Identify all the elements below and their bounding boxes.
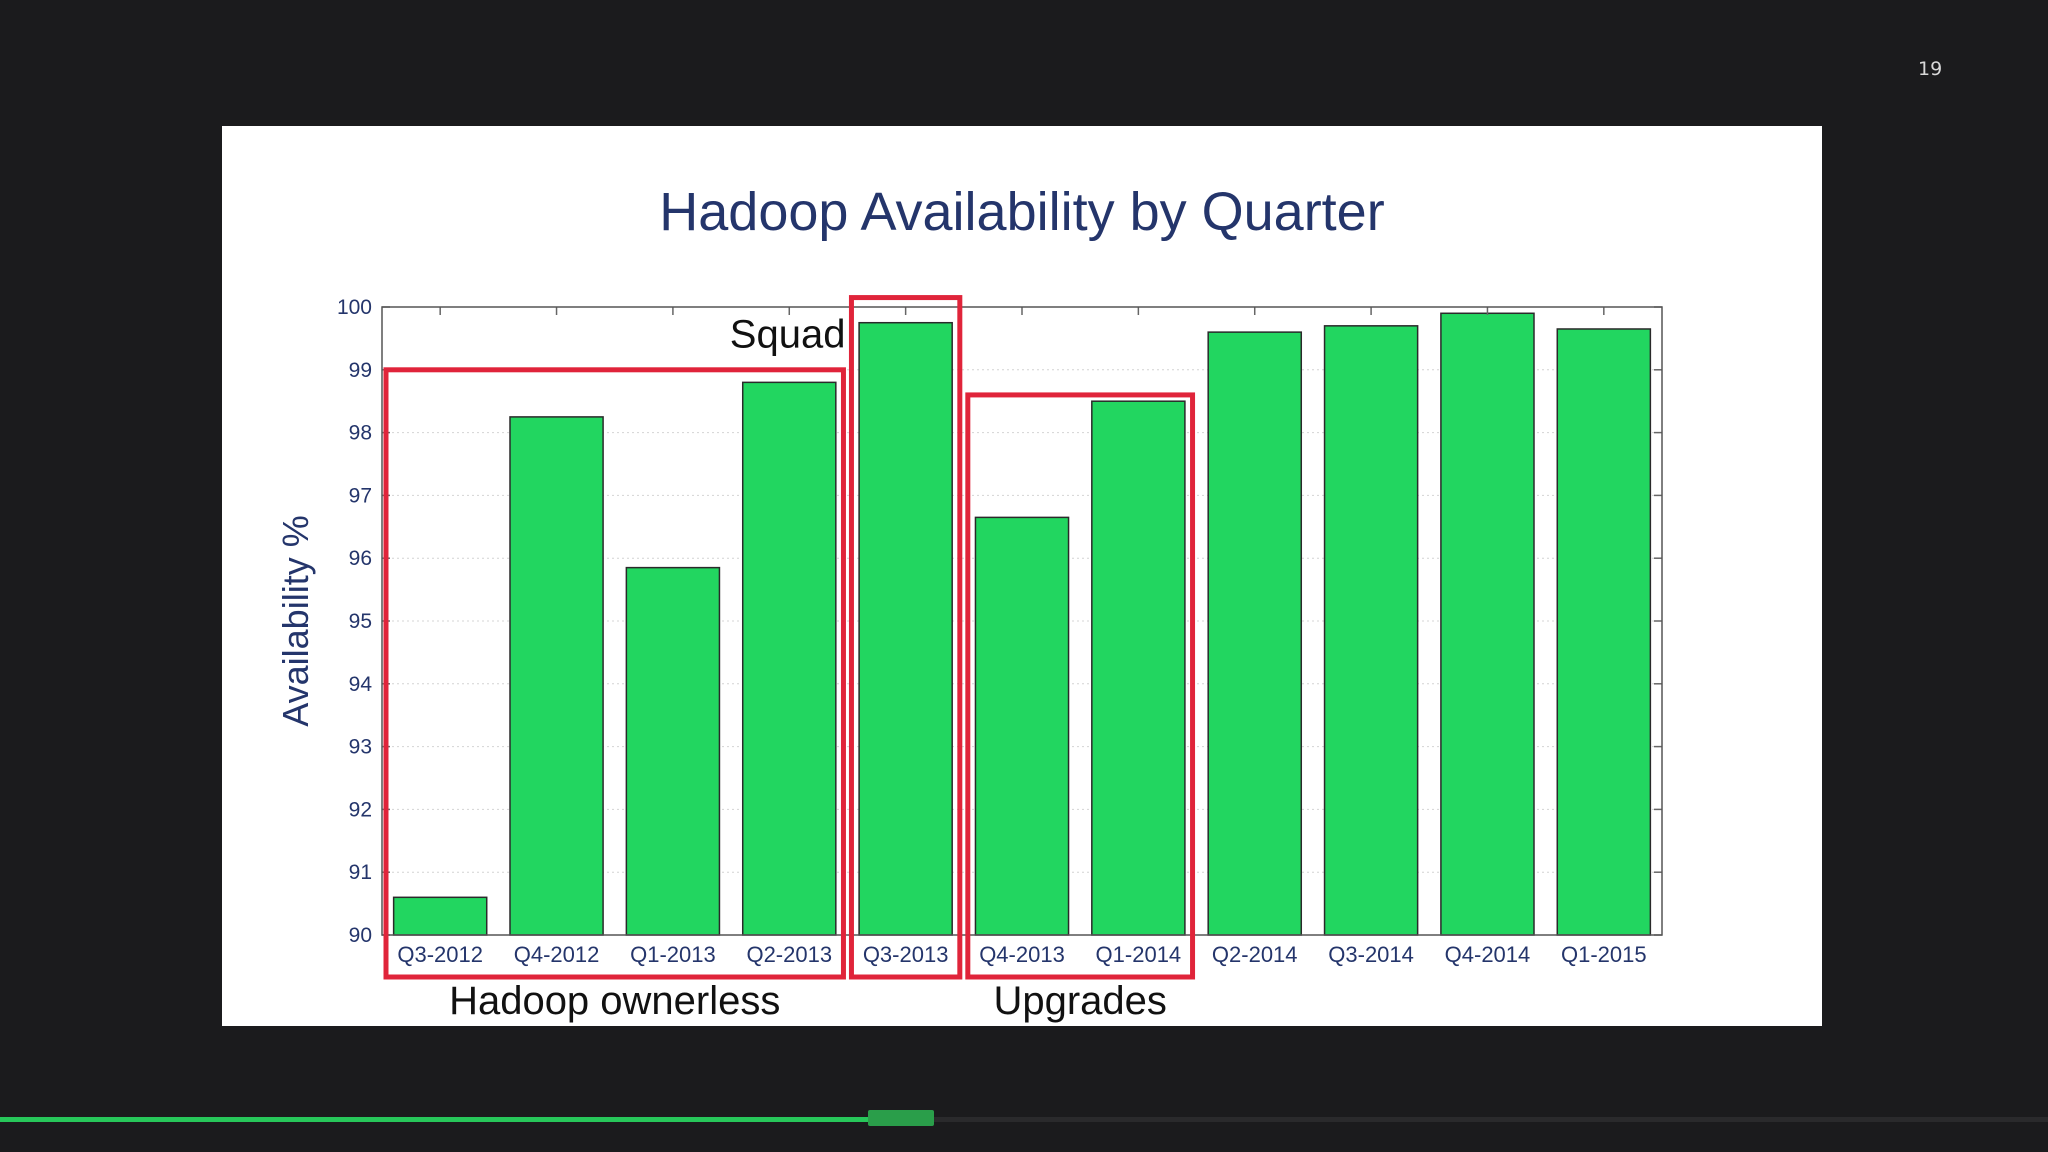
- y-tick-label: 91: [349, 861, 372, 884]
- bar-q4-2012: [509, 416, 604, 936]
- progress-thumb[interactable]: [868, 1110, 935, 1126]
- bar-q1-2015: [1556, 328, 1652, 936]
- page-number: 19: [1918, 58, 1943, 80]
- highlight-label: Squad: [730, 313, 846, 357]
- x-tick-label: Q1-2014: [1096, 942, 1182, 967]
- y-tick-label: 99: [349, 359, 372, 382]
- x-tick-label: Q1-2015: [1561, 942, 1647, 967]
- progress-track[interactable]: [0, 1117, 2048, 1122]
- x-tick-label: Q3-2014: [1328, 942, 1414, 967]
- bar-q1-2013: [625, 566, 721, 936]
- bar-q2-2013: [741, 381, 837, 936]
- bar-q3-2012: [392, 896, 488, 936]
- tick-labels: 90 91 92 93 94 95 96 97 98 99 100 Q3-2012 Q4-2012 Q1-…: [337, 296, 1647, 967]
- slide: Hadoop Availability by Quarter Availabil…: [222, 126, 1822, 1026]
- x-tick-label: Q4-2014: [1445, 942, 1531, 967]
- y-tick-label: 92: [349, 798, 372, 821]
- plot-frame: [381, 306, 1663, 936]
- bar-q2-2014: [1207, 331, 1303, 936]
- y-tick-label: 97: [349, 484, 372, 507]
- y-axis-label: Availability %: [275, 515, 316, 726]
- x-tick-label: Q3-2012: [397, 942, 483, 967]
- x-tick-label: Q4-2012: [514, 942, 600, 967]
- bar-q4-2014: [1440, 312, 1535, 936]
- highlight-box-upgrades: [965, 392, 1196, 980]
- y-tick-label: 95: [349, 610, 372, 633]
- highlight-box-squad: [848, 295, 963, 980]
- x-tick-label: Q4-2013: [979, 942, 1065, 967]
- bar-q1-2014: [1091, 400, 1186, 936]
- bar-q3-2013: [858, 321, 953, 936]
- availability-chart: Hadoop Availability by Quarter Availabil…: [275, 182, 1663, 1023]
- progress-fill: [0, 1117, 902, 1122]
- y-tick-label: 100: [337, 296, 372, 319]
- y-tick-label: 94: [349, 673, 373, 696]
- x-tick-label: Q3-2013: [863, 942, 949, 967]
- x-tick-label: Q2-2014: [1212, 942, 1298, 967]
- highlight-label: Upgrades: [993, 979, 1166, 1023]
- y-tick-label: 93: [349, 736, 372, 759]
- highlight-label: Hadoop ownerless: [449, 979, 780, 1023]
- bars: [392, 312, 1652, 936]
- y-tick-label: 90: [349, 924, 372, 947]
- x-tick-label: Q2-2013: [746, 942, 832, 967]
- x-tick-label: Q1-2013: [630, 942, 716, 967]
- chart-title: Hadoop Availability by Quarter: [659, 182, 1384, 242]
- y-tick-label: 98: [349, 422, 372, 445]
- bar-q3-2014: [1323, 325, 1419, 936]
- y-tick-label: 96: [349, 547, 372, 570]
- bar-q4-2013: [974, 516, 1070, 936]
- highlight-boxes: Hadoop ownerless Squad Upgrades: [383, 295, 1196, 1023]
- highlight-box-hadoop-ownerless: [383, 367, 846, 980]
